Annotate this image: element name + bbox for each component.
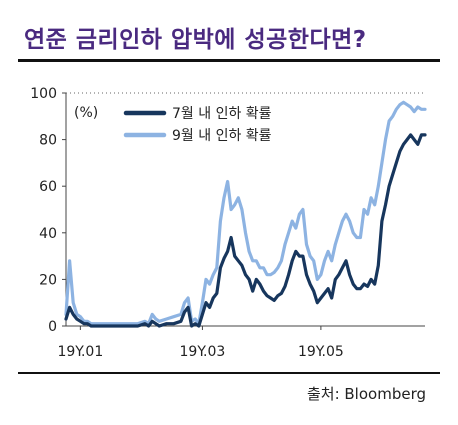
unit-label: (%) [74,105,98,121]
chart-lines [64,100,427,328]
source-note: 출처: Bloomberg [306,385,426,403]
top-divider [18,59,440,62]
legend-label-july: 7월 내 인하 확률 [172,106,272,122]
series-july-line [64,133,427,328]
y-tick-label: 0 [48,319,57,335]
x-tick-label: 19Y.03 [180,344,226,360]
y-tick-label: 100 [30,86,57,102]
x-tick-label: 19Y.01 [57,344,103,360]
y-tick-label: 40 [39,226,57,242]
chart-legend: (%) 7월 내 인하 확률 9월 내 인하 확률 [74,105,272,144]
y-tick-label: 60 [39,179,57,195]
legend-label-sept: 9월 내 인하 확률 [172,128,272,144]
x-tick-label: 19Y.05 [298,344,344,360]
chart-title: 연준 금리인하 압박에 성공한다면? [24,27,367,53]
bottom-divider [18,372,440,374]
y-tick-label: 20 [39,272,57,288]
y-tick-label: 80 [39,133,57,149]
series-sept-line [64,100,427,326]
